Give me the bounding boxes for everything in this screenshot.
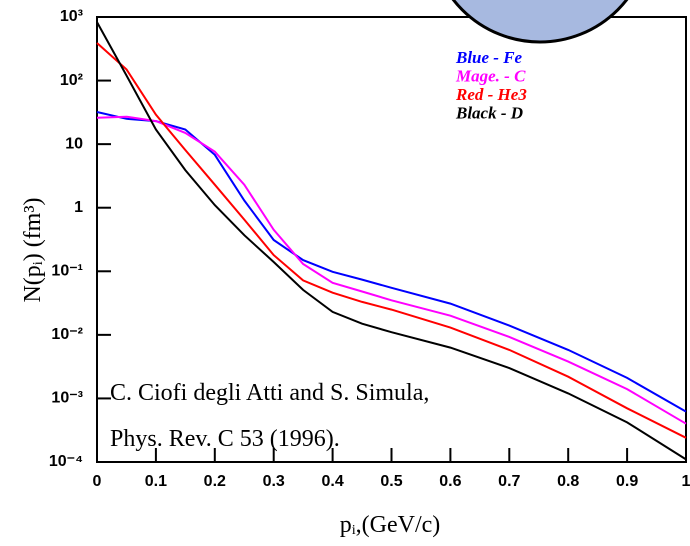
plot-area: 10⁻⁴ 10⁻³ 10⁻² 10⁻¹ 1 10 10² 10³ 0 0.1 0.2 0.3 0.4 0.… <box>49 8 690 490</box>
x-tick-label: 0.6 <box>439 473 461 490</box>
y-tick-label: 10³ <box>60 8 83 25</box>
y-tick-label: 1 <box>74 199 83 216</box>
x-tick-label: 0.7 <box>498 473 520 490</box>
badge-circle <box>451 0 629 44</box>
y-tick-label: 10⁻² <box>51 326 83 343</box>
x-tick-label: 0.8 <box>557 473 579 490</box>
annotation: Phys. Rev. C 53 (1996). <box>110 426 340 452</box>
x-tick-label: 0.5 <box>380 473 402 490</box>
data-line <box>96 115 687 425</box>
y-tick-label: 10⁻⁴ <box>49 453 83 470</box>
x-tick-label: 0.9 <box>616 473 638 490</box>
y-tick-label: 10⁻³ <box>51 390 83 407</box>
y-axis-label: N(pᵢ) (fm³) <box>20 197 46 302</box>
data-line <box>96 42 687 439</box>
x-tick-label: 0.4 <box>321 473 343 490</box>
y-tick-label: 10 <box>65 135 83 152</box>
legend-entry: Red - He3 <box>455 85 527 104</box>
x-tick-label: 0.3 <box>263 473 285 490</box>
data-line <box>96 111 687 413</box>
legend-entry: Black - D <box>455 104 523 123</box>
legend-entry: Mage. - C <box>455 67 526 86</box>
annotation: C. Ciofi degli Atti and S. Simula, <box>110 380 429 406</box>
x-tick-label: 0.1 <box>145 473 167 490</box>
x-axis-label: pᵢ,(GeV/c) <box>340 512 441 538</box>
y-tick-label: 10² <box>60 72 83 89</box>
x-tick-label: 0 <box>93 473 102 490</box>
y-tick-label: 10⁻¹ <box>51 263 83 280</box>
legend-entry: Blue - Fe <box>455 48 523 67</box>
data-line <box>96 21 687 461</box>
x-tick-label: 1 <box>682 473 690 490</box>
x-tick-label: 0.2 <box>204 473 226 490</box>
